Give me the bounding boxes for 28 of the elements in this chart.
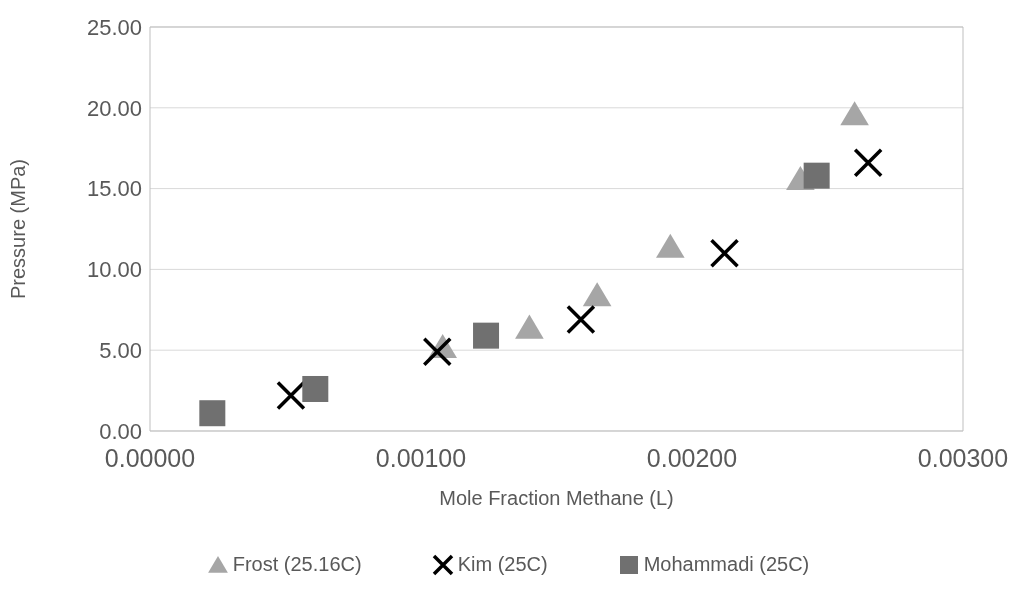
point — [656, 233, 685, 258]
legend-label: Kim (25C) — [457, 553, 548, 576]
point — [276, 380, 306, 411]
x-tick-label: 0.00200 — [646, 443, 738, 472]
x-tick-label: 0.00300 — [917, 443, 1009, 472]
point — [582, 282, 612, 307]
point — [422, 337, 453, 367]
point — [840, 101, 869, 126]
y-tick-label: 25.00 — [86, 14, 142, 40]
point — [473, 322, 500, 349]
point — [302, 375, 329, 402]
y-tick-label: 20.00 — [86, 95, 142, 121]
y-tick-label: 0.00 — [99, 418, 142, 444]
x-axis-title: Mole Fraction Methane (L) — [439, 487, 674, 509]
point — [199, 400, 226, 427]
y-tick-label: 10.00 — [86, 257, 142, 283]
x-tick-label: 0.00100 — [375, 443, 467, 472]
point — [803, 162, 830, 189]
y-axis-title: Pressure (MPa) — [7, 158, 30, 299]
point — [853, 147, 883, 178]
point — [515, 314, 544, 339]
y-tick-label: 5.00 — [99, 338, 142, 364]
x-tick-label: 0.00000 — [104, 443, 196, 472]
point — [709, 238, 740, 268]
legend-label: Frost (25.16C) — [232, 553, 362, 576]
legend-label: Mohammadi (25C) — [643, 553, 810, 576]
y-tick-label: 15.00 — [86, 176, 142, 202]
point — [566, 304, 596, 335]
